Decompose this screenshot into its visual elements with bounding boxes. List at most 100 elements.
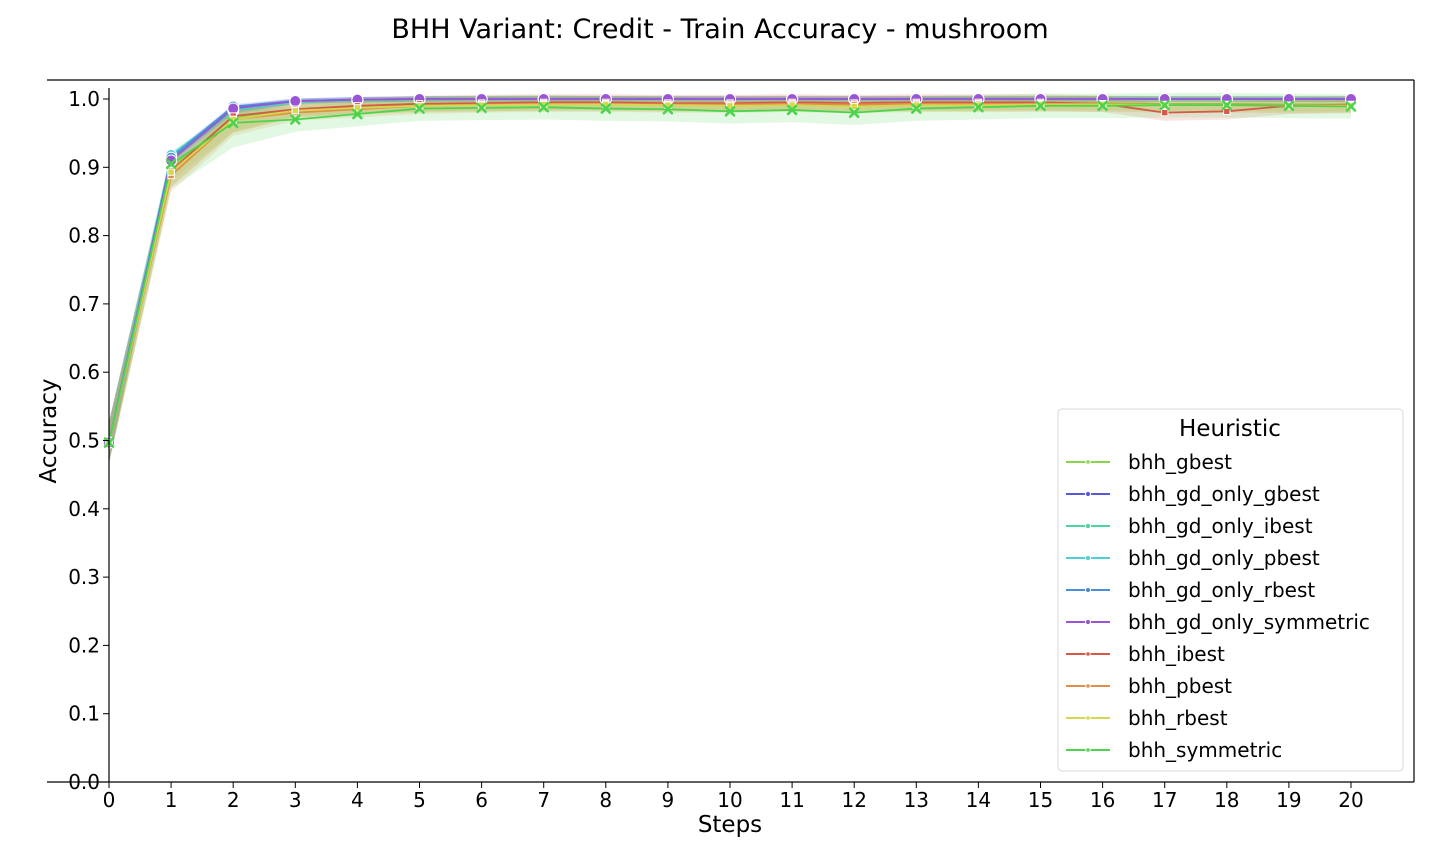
line-bhh-gd-only-gbest bbox=[108, 98, 1351, 443]
point-bhh-symmetric bbox=[290, 114, 301, 125]
point-bhh-gd-only-symmetric bbox=[165, 154, 178, 167]
line-bhh-ibest bbox=[108, 101, 1352, 443]
legend-label: bhh_rbest bbox=[1128, 706, 1228, 730]
legend-marker bbox=[1085, 651, 1091, 657]
y-tick-label: 0.6 bbox=[68, 360, 100, 384]
y-tick-label: 0.3 bbox=[68, 565, 100, 589]
legend-frame bbox=[1057, 408, 1404, 772]
line-bhh-symmetric bbox=[108, 104, 1352, 443]
x-tick-label: 14 bbox=[966, 788, 991, 812]
legend-marker bbox=[1084, 586, 1092, 594]
x-tick-label: 0 bbox=[103, 788, 116, 812]
x-tick-label: 13 bbox=[904, 788, 929, 812]
point-bhh-symmetric bbox=[786, 104, 798, 116]
legend-label: bhh_symmetric bbox=[1128, 738, 1282, 762]
legend-marker bbox=[1084, 490, 1092, 498]
band-bhh-gbest bbox=[109, 96, 1351, 464]
band-bhh-ibest bbox=[109, 94, 1351, 464]
point-bhh-gd-only-symmetric bbox=[289, 95, 302, 108]
x-tick-label: 11 bbox=[779, 788, 804, 812]
legend-item-bhh-gbest: bhh_gbest bbox=[1066, 450, 1232, 474]
axes bbox=[47, 79, 1415, 783]
x-tick-label: 7 bbox=[537, 788, 550, 812]
x-tick-label: 19 bbox=[1276, 788, 1301, 812]
band-bhh-gd-only-gbest bbox=[109, 96, 1351, 464]
legend-marker bbox=[1084, 554, 1092, 562]
point-bhh-symmetric bbox=[165, 158, 177, 170]
y-axis-ticks: 0.0 0.1 0.2 0.3 0.4 0.5 0.6 0.7 0.8 0.9 1.0 bbox=[68, 87, 109, 794]
point-bhh-symmetric bbox=[973, 101, 984, 113]
y-tick-label: 0.9 bbox=[68, 155, 100, 179]
x-tick-label: 16 bbox=[1090, 788, 1115, 812]
y-tick-label: 0.8 bbox=[68, 224, 100, 248]
line-bhh-gd-only-ibest bbox=[108, 98, 1351, 443]
y-tick-label: 0.1 bbox=[68, 702, 100, 726]
legend-item-bhh-pbest: bhh_pbest bbox=[1066, 674, 1232, 698]
legend-marker bbox=[1084, 522, 1092, 530]
band-bhh-gd-only-symmetric bbox=[109, 96, 1351, 464]
x-tick-label: 5 bbox=[413, 788, 426, 812]
chart-title: BHH Variant: Credit - Train Accuracy - m… bbox=[391, 14, 1048, 45]
x-tick-label: 9 bbox=[662, 788, 675, 812]
point-bhh-symmetric bbox=[1159, 99, 1170, 111]
legend-item-bhh-rbest: bhh_rbest bbox=[1066, 706, 1228, 730]
legend-item-bhh-symmetric: bhh_symmetric bbox=[1066, 738, 1282, 762]
band-bhh-gd-only-pbest bbox=[109, 96, 1351, 464]
legend-label: bhh_gbest bbox=[1128, 450, 1232, 474]
point-bhh-symmetric bbox=[476, 102, 487, 114]
x-tick-label: 17 bbox=[1152, 788, 1177, 812]
point-bhh-symmetric bbox=[600, 103, 612, 114]
legend-label: bhh_gd_only_rbest bbox=[1128, 578, 1315, 602]
x-tick-label: 3 bbox=[289, 788, 302, 812]
point-bhh-symmetric bbox=[662, 103, 674, 115]
band-bhh-symmetric bbox=[109, 92, 1351, 464]
x-tick-label: 4 bbox=[351, 788, 364, 812]
legend-item-bhh-gd-only-ibest: bhh_gd_only_ibest bbox=[1066, 514, 1313, 538]
legend-items: bhh_gbest bhh_gd_only_gbest bhh_gd_only_ib… bbox=[1066, 450, 1370, 762]
series-lines bbox=[108, 98, 1352, 443]
point-bhh-rbest bbox=[167, 168, 175, 176]
x-tick-label: 10 bbox=[717, 788, 742, 812]
point-bhh-symmetric bbox=[724, 105, 736, 117]
point-bhh-symmetric bbox=[352, 108, 363, 120]
point-bhh-symmetric bbox=[227, 117, 239, 129]
line-bhh-gd-only-symmetric bbox=[108, 98, 1351, 443]
x-tick-label: 20 bbox=[1338, 788, 1363, 812]
legend-marker bbox=[1085, 459, 1091, 465]
point-bhh-symmetric bbox=[538, 101, 549, 113]
line-bhh-gd-only-rbest bbox=[108, 98, 1351, 443]
point-bhh-symmetric bbox=[1097, 100, 1108, 112]
point-bhh-rbest bbox=[726, 102, 734, 110]
legend-label: bhh_gd_only_gbest bbox=[1128, 482, 1320, 506]
x-tick-label: 2 bbox=[227, 788, 240, 812]
point-bhh-symmetric bbox=[911, 103, 922, 114]
y-axis-label: Accuracy bbox=[36, 378, 62, 483]
legend-label: bhh_pbest bbox=[1128, 674, 1232, 698]
y-tick-label: 0.7 bbox=[68, 292, 100, 316]
x-tick-label: 8 bbox=[599, 788, 612, 812]
y-tick-label: 1.0 bbox=[68, 87, 100, 111]
x-tick-label: 18 bbox=[1214, 788, 1239, 812]
x-tick-label: 6 bbox=[475, 788, 488, 812]
confidence-bands bbox=[109, 92, 1351, 464]
legend-label: bhh_gd_only_ibest bbox=[1128, 514, 1313, 538]
band-bhh-gd-only-rbest bbox=[109, 96, 1351, 464]
legend-marker bbox=[1085, 715, 1091, 721]
x-tick-label: 1 bbox=[165, 788, 178, 812]
legend: Heuristic bhh_gbestbhh_gd_only_gbestbhh_… bbox=[1057, 408, 1404, 772]
legend-item-bhh-ibest: bhh_ibest bbox=[1066, 642, 1225, 666]
legend-label: bhh_ibest bbox=[1128, 642, 1225, 666]
point-bhh-rbest bbox=[850, 102, 858, 111]
line-bhh-gbest bbox=[108, 102, 1351, 443]
band-bhh-gd-only-ibest bbox=[109, 95, 1351, 464]
y-tick-label: 0.5 bbox=[68, 429, 100, 453]
line-bhh-gd-only-pbest bbox=[108, 98, 1351, 443]
point-bhh-rbest bbox=[353, 104, 362, 112]
line-bhh-pbest bbox=[108, 102, 1351, 443]
legend-title: Heuristic bbox=[1179, 416, 1281, 442]
x-tick-label: 15 bbox=[1028, 788, 1053, 812]
line-bhh-rbest bbox=[108, 103, 1351, 443]
legend-item-bhh-gd-only-pbest: bhh_gd_only_pbest bbox=[1066, 546, 1320, 570]
y-tick-label: 0.0 bbox=[68, 770, 100, 794]
